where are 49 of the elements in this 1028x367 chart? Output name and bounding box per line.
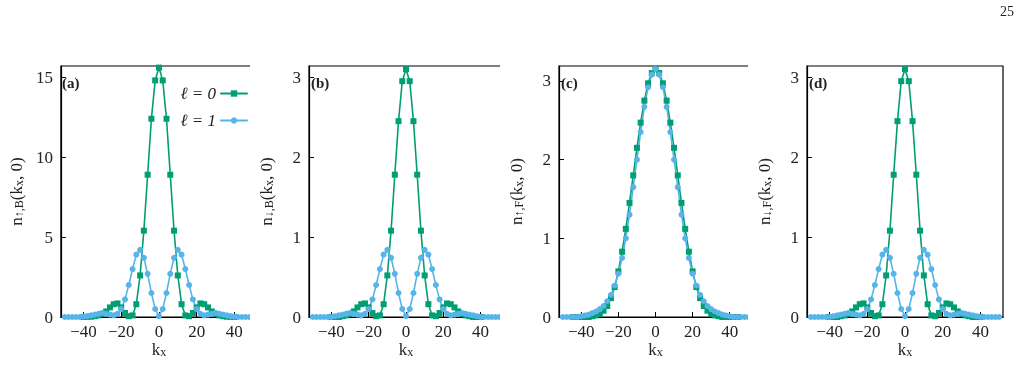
- x-tick-label: 20: [434, 322, 452, 341]
- y-tick-label: 5: [44, 227, 53, 247]
- x-axis-title: kx: [398, 340, 414, 359]
- x-axis-title: kx: [897, 340, 913, 359]
- x-axis-title: kx: [151, 340, 167, 359]
- x-tick-label: 40: [225, 322, 243, 341]
- x-tick-label: −40: [567, 322, 595, 341]
- x-tick-label: −40: [318, 322, 345, 341]
- x-tick-label: −40: [70, 322, 97, 341]
- y-tick-label: 0: [542, 307, 551, 327]
- x-tick-label: −20: [605, 322, 632, 341]
- annotation: (a): [62, 74, 80, 92]
- x-tick-label: −20: [355, 322, 382, 341]
- y-tick-label: 2: [542, 150, 551, 170]
- y-axis-title: n↑,F(kx, 0): [507, 158, 526, 225]
- x-tick-label: 0: [651, 322, 660, 341]
- x-tick-label: 20: [934, 322, 952, 341]
- x-tick-label: −40: [816, 322, 843, 341]
- y-tick-label: 0: [292, 307, 301, 327]
- y-tick-label: 1: [292, 227, 301, 247]
- x-tick-label: 40: [971, 322, 989, 341]
- y-tick-label: 3: [292, 67, 301, 87]
- x-tick-label: 20: [188, 322, 206, 341]
- x-tick-label: 0: [154, 322, 164, 341]
- y-tick-label: 1: [542, 228, 551, 248]
- x-tick-label: 0: [900, 322, 910, 341]
- y-tick-label: 0: [790, 307, 799, 327]
- y-tick-label: 10: [35, 147, 53, 167]
- y-tick-label: 2: [292, 147, 301, 167]
- y-tick-label: 2: [790, 147, 799, 167]
- y-axis-title: n↓,F(kx, 0): [755, 158, 774, 225]
- annotation: (d): [809, 74, 828, 92]
- x-tick-label: 40: [721, 322, 739, 341]
- x-tick-label: −20: [107, 322, 135, 341]
- x-tick-label: 40: [472, 322, 490, 341]
- legend-label: ℓ = 0: [180, 84, 217, 103]
- y-tick-label: 15: [35, 67, 53, 87]
- x-tick-label: 20: [684, 322, 702, 341]
- y-tick-label: 0: [44, 307, 53, 327]
- annotation: (b): [311, 74, 330, 92]
- text: 25: [1000, 3, 1014, 19]
- x-tick-label: −20: [854, 322, 881, 341]
- y-tick-label: 3: [790, 67, 799, 87]
- y-tick-label: 1: [790, 227, 799, 247]
- annotation: (c): [561, 74, 578, 92]
- legend-label: ℓ = 1: [180, 111, 216, 130]
- x-axis-title: kx: [648, 340, 663, 359]
- x-tick-label: 0: [401, 322, 411, 341]
- y-tick-label: 3: [542, 71, 551, 91]
